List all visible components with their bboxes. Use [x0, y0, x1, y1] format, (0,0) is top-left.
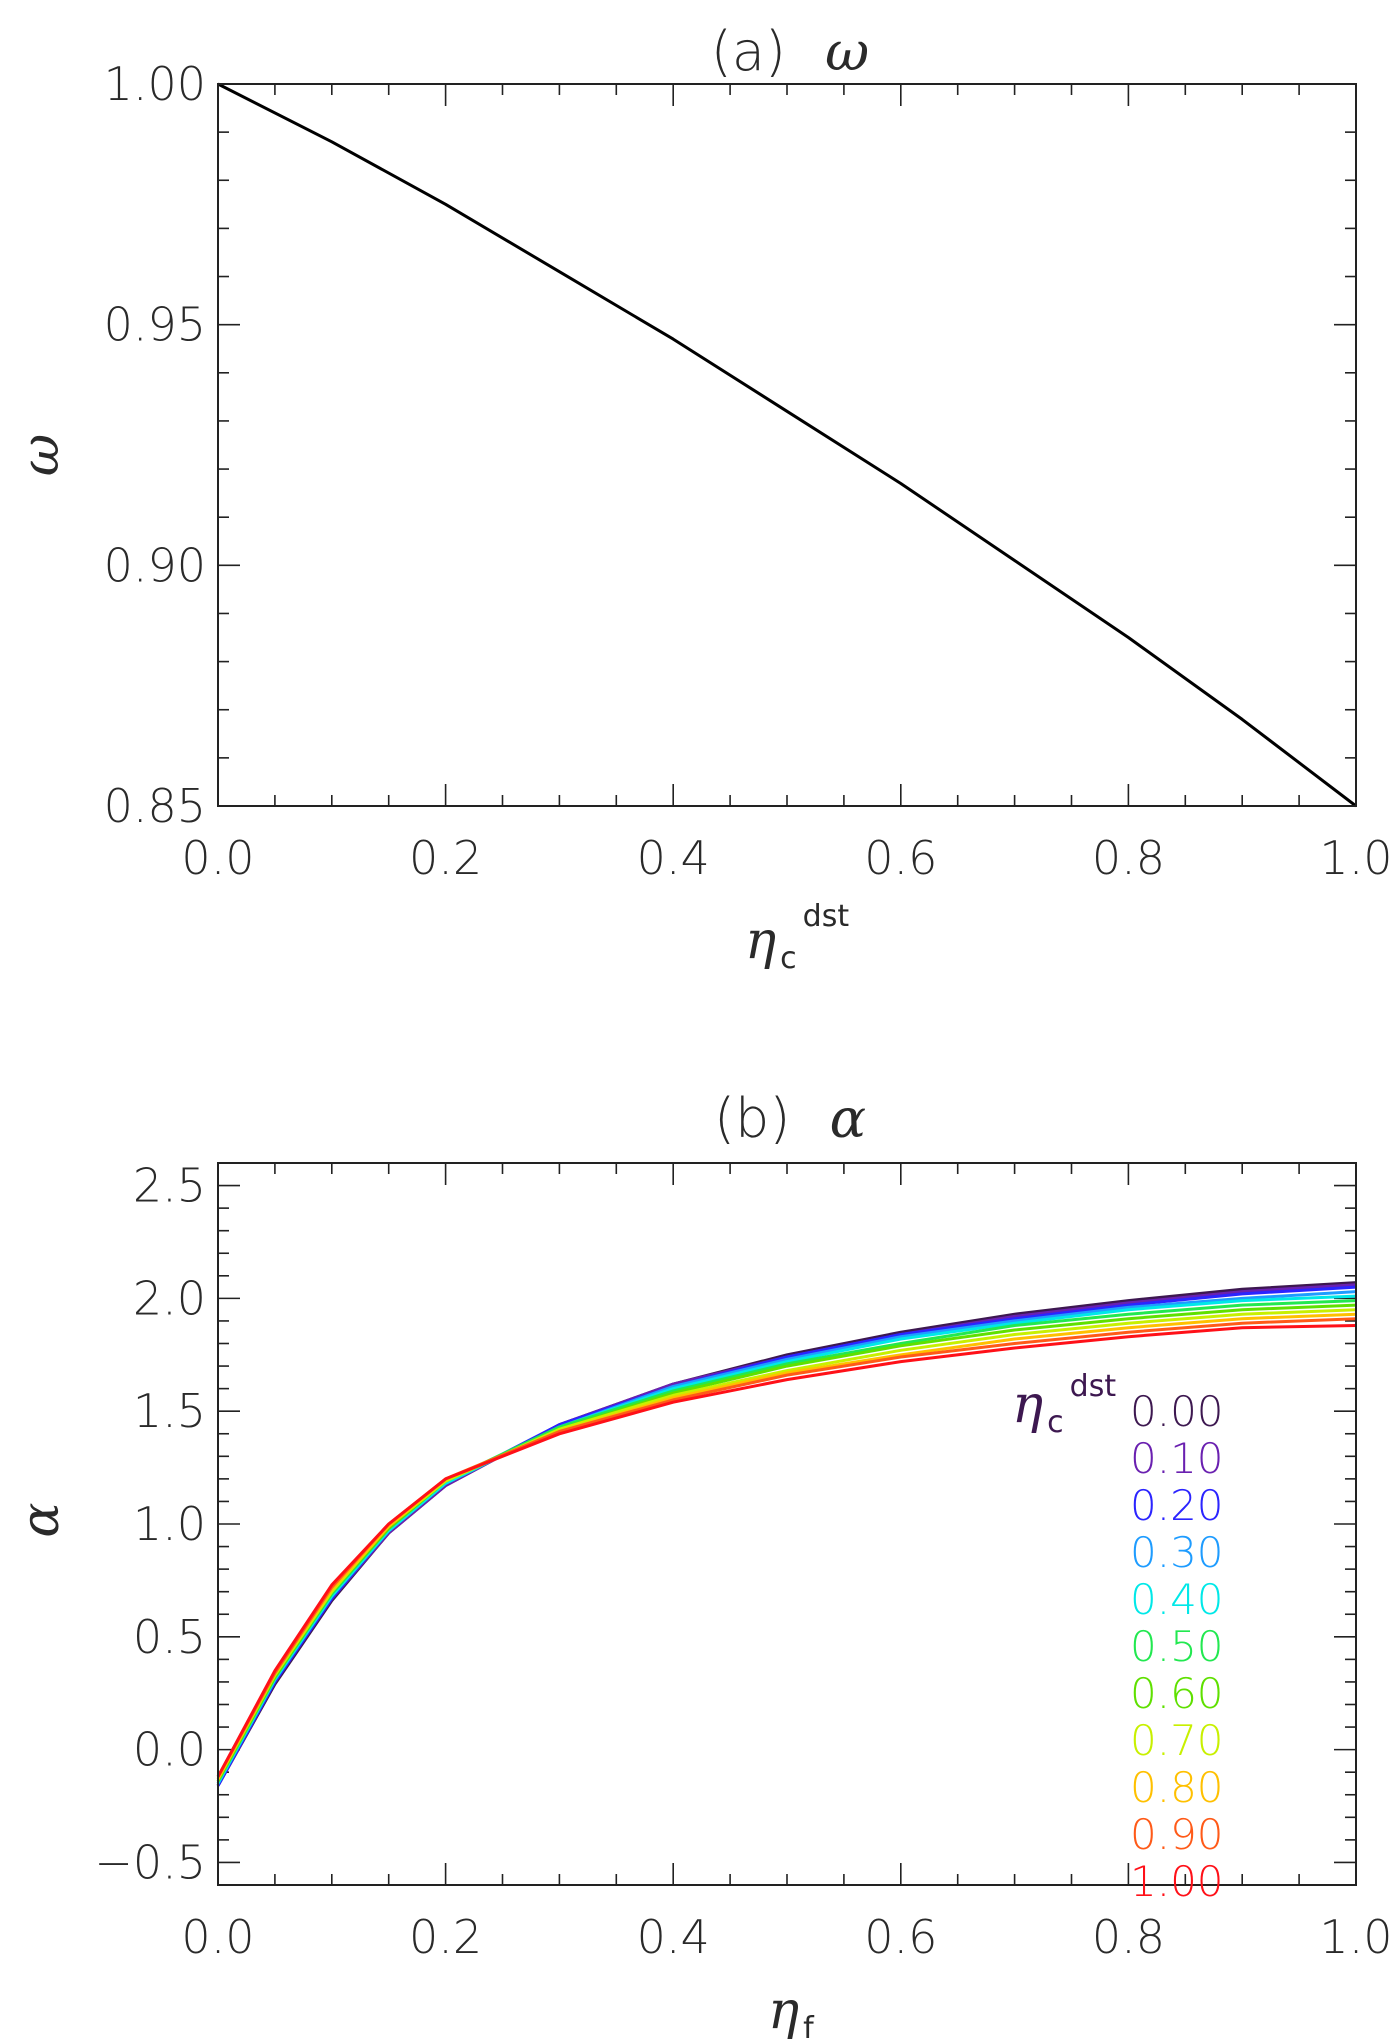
y-tick-label: −0.5: [94, 1835, 206, 1889]
panel-a-xlabel: η c dst: [745, 899, 849, 976]
panel-b-series: [216, 1281, 1357, 1787]
x-tick-label: 0.8: [1092, 831, 1165, 885]
panel-b: (b) α 0.0 0.2 0.4 0.6 0.8 1.0 −0.5 0.0 0.5 1.0 1.…: [11, 1087, 1393, 2043]
y-tick-label: 1.5: [133, 1384, 206, 1438]
panel-a-ticks: [217, 83, 1357, 807]
x-tick-label: 0.4: [637, 831, 710, 885]
y-tick-label: 2.0: [133, 1271, 206, 1325]
y-tick-label: 2.5: [133, 1159, 206, 1213]
y-tick-label: 0.5: [133, 1610, 206, 1664]
x-tick-label: 0.2: [409, 1910, 482, 1964]
legend-title-eta: η: [1012, 1375, 1043, 1435]
y-tick-label: 0.85: [104, 779, 206, 833]
x-tick-label: 0.2: [409, 831, 482, 885]
legend-entries: 0.000.100.200.300.400.500.600.700.800.90…: [1130, 1387, 1224, 1906]
panel-b-x-tick-labels: 0.0 0.2 0.4 0.6 0.8 1.0: [181, 1910, 1392, 1964]
legend-entry: 0.10: [1130, 1434, 1224, 1483]
panel-a-title: (a) ω: [711, 20, 869, 83]
y-tick-label: 1.0: [133, 1497, 206, 1551]
x-tick-label: 0.4: [637, 1910, 710, 1964]
series-line-1.00: [216, 1324, 1357, 1778]
panel-b-symbol: α: [830, 1087, 866, 1150]
panel-b-xlabel-sub: f: [803, 2011, 815, 2043]
panel-b-xlabel-eta: η: [768, 1981, 799, 2041]
legend-entry: 0.80: [1130, 1763, 1224, 1812]
legend-title-sup: dst: [1070, 1369, 1117, 1404]
legend-title-sub: c: [1047, 1405, 1064, 1440]
panel-b-xlabel: η f: [768, 1981, 815, 2043]
legend-entry: 0.20: [1130, 1481, 1224, 1530]
y-tick-label: 0.0: [133, 1723, 206, 1777]
x-tick-label: 0.0: [181, 1910, 254, 1964]
legend-entry: 0.00: [1130, 1387, 1224, 1436]
panel-a-y-tick-labels: 0.85 0.90 0.95 1.00: [104, 57, 206, 833]
panel-b-ylabel-symbol: α: [11, 1502, 71, 1537]
panel-a-ylabel: ω: [11, 434, 71, 476]
legend-entry: 0.40: [1130, 1575, 1224, 1624]
x-tick-label: 1.0: [1319, 831, 1392, 885]
panel-a-series: [217, 82, 1357, 808]
y-tick-label: 0.95: [104, 298, 206, 352]
y-tick-label: 1.00: [104, 57, 206, 111]
legend-entry: 0.50: [1130, 1622, 1224, 1671]
panel-b-frame: [217, 1162, 1357, 1886]
x-tick-label: 0.0: [181, 831, 254, 885]
panel-a-label: (a): [711, 20, 786, 83]
panel-b-y-tick-labels: −0.5 0.0 0.5 1.0 1.5 2.0 2.5: [94, 1159, 206, 1890]
panel-a: (a) ω 0.0 0.2 0.4 0.6 0.8 1.0 0.85 0.90 0.95 1.0…: [11, 20, 1393, 976]
legend-entry: 0.60: [1130, 1669, 1224, 1718]
legend-entry: 0.70: [1130, 1716, 1224, 1765]
y-tick-label: 0.90: [104, 538, 206, 592]
panel-a-xlabel-sup: dst: [803, 899, 850, 934]
panel-a-x-tick-labels: 0.0 0.2 0.4 0.6 0.8 1.0: [181, 831, 1392, 885]
panel-a-frame: [217, 83, 1357, 807]
panel-b-title: (b) α: [714, 1087, 866, 1150]
legend-title: η c dst: [1012, 1369, 1116, 1440]
panel-b-label: (b): [714, 1087, 790, 1150]
panel-a-symbol: ω: [825, 20, 869, 83]
series-line-0: [217, 82, 1357, 808]
panel-a-xlabel-sub: c: [780, 941, 797, 976]
legend: η c dst 0.000.100.200.300.400.500.600.70…: [1012, 1369, 1224, 1906]
x-tick-label: 0.6: [864, 1910, 937, 1964]
x-tick-label: 0.6: [864, 831, 937, 885]
panel-a-xlabel-eta: η: [745, 911, 776, 971]
legend-entry: 0.30: [1130, 1528, 1224, 1577]
panel-b-ylabel: α: [11, 1502, 71, 1537]
x-tick-label: 1.0: [1319, 1910, 1392, 1964]
legend-entry: 0.90: [1130, 1810, 1224, 1859]
legend-entry: 1.00: [1130, 1857, 1224, 1906]
x-tick-label: 0.8: [1092, 1910, 1165, 1964]
panel-a-ylabel-symbol: ω: [11, 434, 71, 476]
